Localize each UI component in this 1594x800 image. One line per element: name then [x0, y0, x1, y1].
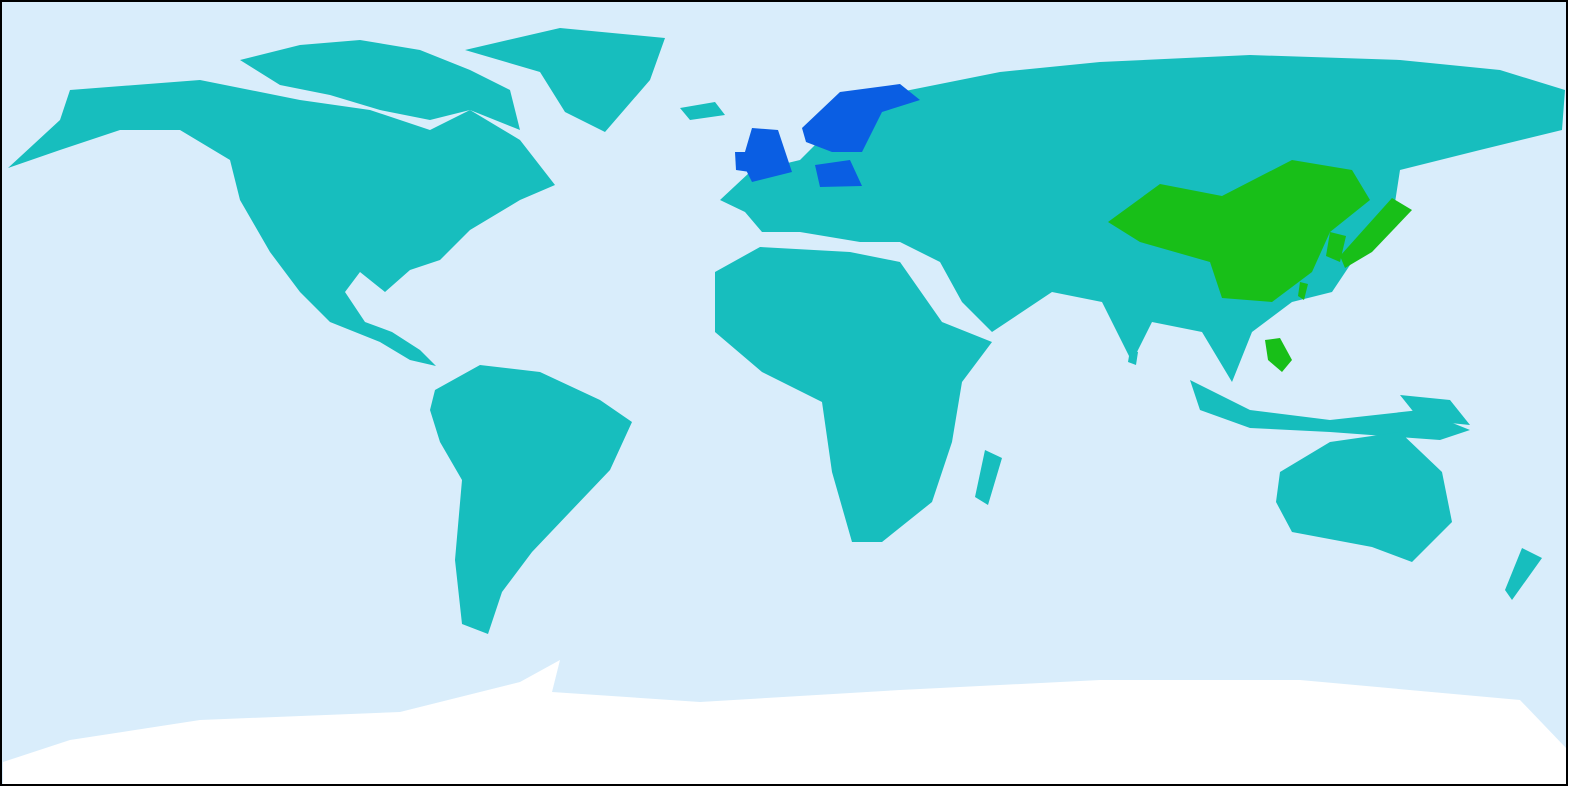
new-zealand[interactable] — [1505, 548, 1542, 600]
new-guinea[interactable] — [1400, 395, 1470, 425]
south-america[interactable] — [430, 365, 632, 634]
north-america[interactable] — [8, 80, 555, 366]
madagascar[interactable] — [975, 450, 1002, 505]
highlight-group-blue — [735, 84, 920, 187]
united-kingdom[interactable] — [742, 128, 792, 182]
scandinavia[interactable] — [802, 84, 920, 152]
greenland[interactable] — [465, 28, 665, 132]
ireland[interactable] — [735, 152, 750, 172]
china[interactable] — [1108, 160, 1370, 302]
south-korea[interactable] — [1326, 232, 1346, 262]
indonesia[interactable] — [1190, 380, 1470, 440]
africa[interactable] — [715, 247, 992, 542]
japan[interactable] — [1340, 198, 1412, 268]
antarctica[interactable] — [3, 660, 1566, 784]
poland[interactable] — [815, 160, 862, 187]
canadian-archipelago[interactable] — [240, 40, 520, 130]
taiwan[interactable] — [1298, 282, 1308, 300]
sri-lanka[interactable] — [1128, 350, 1138, 365]
iceland[interactable] — [680, 102, 725, 120]
philippines[interactable] — [1265, 338, 1292, 372]
australia[interactable] — [1276, 432, 1452, 562]
highlight-group-green — [1108, 160, 1412, 372]
